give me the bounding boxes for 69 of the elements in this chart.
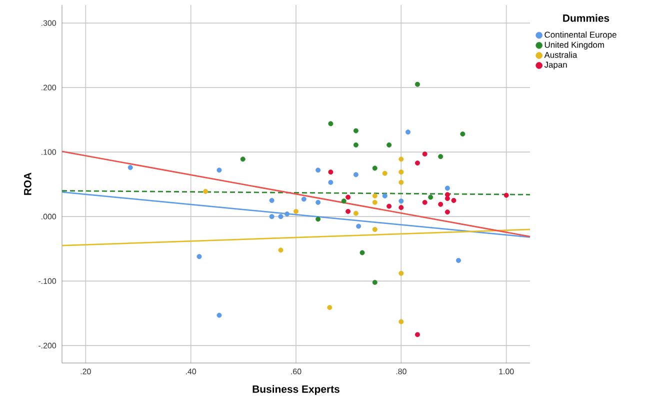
point <box>414 82 420 87</box>
point <box>278 214 284 220</box>
point <box>422 152 428 157</box>
legend-title: Dummies <box>563 14 610 22</box>
point <box>353 142 358 148</box>
point <box>444 186 450 191</box>
point <box>428 194 434 200</box>
point <box>460 132 466 137</box>
point <box>451 198 456 203</box>
point <box>382 193 388 198</box>
point <box>356 224 362 229</box>
point <box>386 204 392 209</box>
point <box>372 166 378 171</box>
point <box>196 254 202 260</box>
point <box>269 198 274 203</box>
point <box>444 196 450 202</box>
point <box>341 198 346 204</box>
x-axis-title: Business Experts <box>252 385 340 395</box>
point <box>382 170 388 176</box>
point <box>353 210 358 216</box>
point <box>301 196 306 202</box>
point <box>316 216 321 222</box>
point <box>398 170 404 175</box>
point <box>456 258 461 263</box>
point <box>328 170 334 175</box>
point <box>414 332 420 338</box>
point <box>346 208 351 214</box>
point <box>398 156 404 162</box>
point <box>414 160 420 166</box>
point <box>372 200 378 205</box>
point <box>372 280 378 285</box>
point <box>216 312 222 318</box>
legend-label: United Kingdom <box>544 42 604 50</box>
point <box>316 200 321 205</box>
point <box>240 156 246 162</box>
point <box>328 121 334 126</box>
point <box>372 193 378 198</box>
point <box>360 250 365 256</box>
point <box>398 198 404 204</box>
point <box>353 128 358 134</box>
point <box>422 200 428 205</box>
legend-label: Continental Europe <box>544 31 616 40</box>
legend-label: Australia <box>544 52 578 58</box>
point <box>128 165 133 170</box>
point <box>284 211 290 216</box>
point <box>346 194 351 200</box>
point <box>398 180 404 185</box>
point <box>398 270 404 276</box>
point <box>504 192 509 198</box>
point <box>269 214 274 220</box>
point <box>386 142 392 148</box>
point <box>372 226 378 232</box>
point <box>438 202 444 207</box>
point <box>203 188 208 194</box>
point <box>327 305 332 310</box>
point <box>444 210 450 215</box>
point <box>353 172 358 178</box>
point <box>316 168 321 173</box>
point <box>444 192 450 198</box>
point <box>438 154 444 160</box>
point <box>293 208 298 214</box>
point <box>398 205 404 210</box>
point <box>278 248 284 253</box>
legend-label: Japan <box>544 62 567 70</box>
point <box>406 130 410 135</box>
point <box>398 319 404 324</box>
y-axis-title: ROA <box>24 172 32 195</box>
point <box>328 180 334 185</box>
point <box>216 168 222 173</box>
